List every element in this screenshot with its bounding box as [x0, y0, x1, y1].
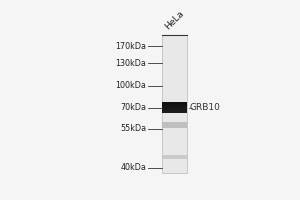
- Text: 70kDa: 70kDa: [120, 103, 146, 112]
- Bar: [162, 155, 188, 159]
- Bar: [162, 105, 188, 107]
- Text: 130kDa: 130kDa: [115, 59, 146, 68]
- Text: 40kDa: 40kDa: [120, 163, 146, 172]
- Text: 100kDa: 100kDa: [115, 81, 146, 90]
- Bar: [162, 122, 188, 128]
- Text: 55kDa: 55kDa: [120, 124, 146, 133]
- Bar: [162, 109, 188, 111]
- Bar: [162, 35, 188, 173]
- Bar: [162, 102, 188, 105]
- Bar: [162, 107, 188, 109]
- Text: GRB10: GRB10: [190, 103, 221, 112]
- Text: 170kDa: 170kDa: [115, 42, 146, 51]
- Bar: [162, 111, 188, 113]
- Text: HeLa: HeLa: [164, 8, 186, 31]
